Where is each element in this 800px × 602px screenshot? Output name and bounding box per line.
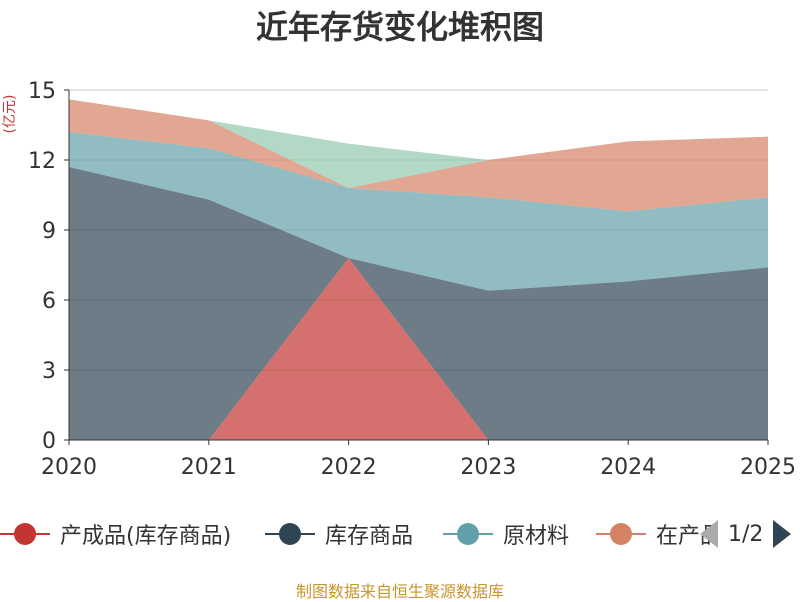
chart-title: 近年存货变化堆积图 — [255, 8, 544, 46]
y-tick-label: 6 — [42, 289, 56, 314]
legend-items: 产成品(库存商品) 库存商品 原材料 在产品 — [0, 516, 712, 552]
legend-item-raw-materials[interactable]: 原材料 — [443, 516, 569, 552]
previous-page-icon[interactable] — [700, 520, 718, 548]
legend-label: 产成品(库存商品) — [60, 524, 232, 549]
area-series-4 — [69, 99, 768, 188]
y-tick-label: 0 — [42, 429, 56, 454]
legend-item-inventory-goods[interactable]: 库存商品 — [265, 516, 413, 552]
legend-page-indicator: 1/2 — [728, 521, 764, 547]
area-series-2 — [69, 132, 768, 291]
axes: 0 3 6 9 12 15 2020 2021 2022 2023 2024 2025 — [28, 79, 796, 480]
y-tick-label: 3 — [42, 359, 56, 384]
legend-marker-icon — [265, 522, 315, 546]
y-tick-label: 9 — [42, 219, 56, 244]
x-tick-label: 2020 — [41, 455, 97, 480]
legend-label: 原材料 — [503, 524, 570, 549]
x-tick-label: 2025 — [740, 455, 796, 480]
legend-item-work-in-progress[interactable]: 在产品 — [596, 516, 712, 552]
area-series — [69, 99, 768, 440]
x-tick-label: 2021 — [181, 455, 237, 480]
x-tick-label: 2022 — [321, 455, 377, 480]
area-series-3 — [69, 99, 768, 212]
legend-label: 库存商品 — [325, 524, 414, 549]
y-tick-label: 15 — [28, 79, 56, 104]
y-tick-label: 12 — [28, 149, 56, 174]
data-source-note: 制图数据来自恒生聚源数据库 — [295, 582, 504, 601]
legend-pager: 1/2 — [700, 516, 792, 552]
legend-marker-icon — [0, 522, 50, 546]
next-page-icon[interactable] — [773, 520, 792, 548]
legend-item-finished-goods[interactable]: 产成品(库存商品) — [0, 516, 231, 552]
legend-marker-icon — [443, 522, 493, 546]
y-axis-label: (亿元) — [2, 94, 18, 134]
x-tick-label: 2024 — [600, 455, 656, 480]
x-tick-label: 2023 — [460, 455, 516, 480]
legend-marker-icon — [596, 522, 646, 546]
legend: 产成品(库存商品) 库存商品 原材料 在产品 1/2 — [0, 516, 800, 552]
area-series-1 — [69, 167, 768, 440]
